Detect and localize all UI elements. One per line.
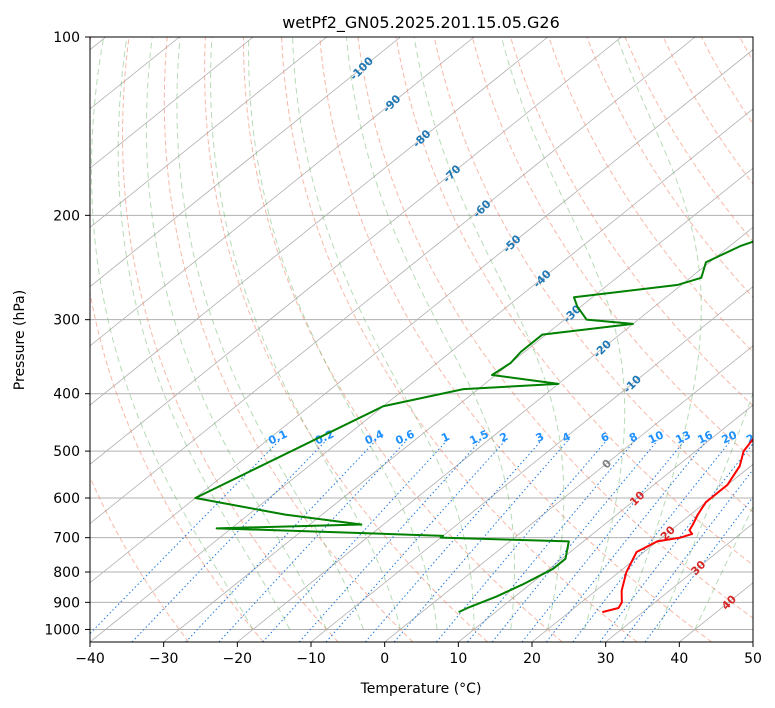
isotherm-gridline	[90, 37, 401, 288]
mixing-ratio-line	[521, 440, 686, 642]
chart-title: wetPf2_GN05.2025.201.15.05.G26	[282, 13, 560, 33]
isotherm-gridline	[384, 345, 753, 642]
x-tick-label: 20	[523, 651, 541, 667]
moist-adiabat-line	[248, 37, 438, 630]
dry-adiabat-line	[90, 37, 264, 642]
y-tick-label: 1000	[44, 622, 80, 638]
mixing-ratio-line	[90, 440, 280, 635]
mixing-ratio-line	[491, 440, 658, 642]
temperature-profile-line	[602, 437, 753, 614]
isotherm-gridline	[90, 37, 254, 169]
dry-adiabat-line	[586, 37, 753, 298]
dry-adiabat-line	[433, 37, 753, 513]
y-tick-label: 400	[53, 387, 80, 403]
dry-adiabat-line	[510, 37, 753, 407]
x-tick-label: 50	[744, 651, 762, 667]
mixing-ratio-label: 10	[646, 428, 666, 446]
mixing-ratio-label: 16	[696, 428, 716, 446]
y-tick-label: 500	[53, 444, 80, 460]
moist-adiabat-line	[176, 37, 364, 630]
mixing-ratio-label: 13	[674, 428, 693, 446]
moist-adiabat-line	[657, 391, 753, 630]
moist-adiabat-line	[90, 37, 254, 630]
y-tick-label: 100	[53, 30, 80, 46]
moist-adiabat-line	[210, 37, 401, 630]
dry-adiabat-line	[395, 37, 753, 566]
x-tick-label: −40	[75, 651, 105, 667]
moist-adiabat-line	[292, 37, 475, 630]
mixing-ratio-line	[364, 440, 542, 642]
isotherm-gridline	[90, 37, 696, 525]
y-axis-label: Pressure (hPa)	[12, 290, 28, 390]
moist-adiabat-line	[500, 37, 626, 630]
dry-adiabat-line	[90, 475, 190, 642]
x-tick-label: −10	[296, 651, 326, 667]
isotherm-gridline	[458, 404, 753, 642]
mixing-ratio-line	[218, 440, 407, 642]
y-tick-label: 800	[53, 565, 80, 581]
mixing-ratio-line	[325, 440, 506, 642]
moist-adiabat-line	[413, 37, 565, 630]
plot-frame	[89, 36, 754, 643]
isotherm-gridline	[90, 37, 328, 228]
isotherm-gridline	[605, 523, 753, 642]
mixing-ratio-label: 25	[744, 428, 763, 446]
y-tick-label: 600	[53, 491, 80, 507]
dry-adiabat-line	[319, 37, 713, 642]
dry-adiabat-line	[242, 37, 563, 642]
grid-layer	[90, 37, 753, 642]
mixing-ratio-line	[185, 440, 377, 642]
mixing-ratio-line	[467, 440, 636, 642]
dewpoint-profile-line	[194, 240, 753, 614]
mixing-ratio-line	[131, 440, 327, 642]
x-tick-label: −30	[149, 651, 179, 667]
isotherm-gridline	[90, 37, 475, 347]
isotherm-gridline	[90, 37, 622, 465]
isotherm-gridline	[90, 37, 549, 406]
dry-adiabat-line	[357, 37, 753, 619]
x-tick-label: −20	[223, 651, 253, 667]
dry-adiabat-line	[204, 37, 488, 642]
mixing-ratio-line	[262, 440, 448, 642]
isotherm-gridline	[90, 49, 753, 584]
y-tick-label: 900	[53, 595, 80, 611]
y-axis: 100 200 300 400 500 600 700 800 900 1000	[44, 30, 90, 638]
moist-adiabat-line	[616, 37, 702, 630]
isotherm-gridline	[310, 286, 753, 642]
x-tick-label: 10	[449, 651, 467, 667]
dry-adiabat-line	[163, 37, 414, 642]
x-tick-label: 0	[380, 651, 389, 667]
x-axis-label: Temperature (°C)	[360, 681, 482, 697]
mixing-ratio-lines	[90, 440, 753, 642]
moist-adiabat-line	[117, 37, 291, 630]
mixing-ratio-line	[572, 440, 732, 642]
x-axis: −40 −30 −20 −10 0 10 20 30 40 50	[75, 642, 762, 667]
mixing-ratio-line	[393, 440, 569, 642]
y-tick-label: 300	[53, 313, 80, 329]
mixing-ratio-line	[298, 440, 481, 642]
mixing-ratio-line	[644, 496, 753, 642]
isotherm-gridline	[237, 226, 753, 642]
x-tick-label: 40	[670, 651, 688, 667]
y-tick-label: 200	[53, 208, 80, 224]
isotherm-gridline	[163, 167, 753, 642]
profile-series	[194, 240, 753, 614]
y-tick-label: 700	[53, 531, 80, 547]
x-tick-label: 30	[597, 651, 615, 667]
isotherm-gridline	[90, 108, 753, 642]
dry-adiabat-line	[281, 37, 638, 642]
mixing-ratio-label: 20	[720, 428, 740, 446]
